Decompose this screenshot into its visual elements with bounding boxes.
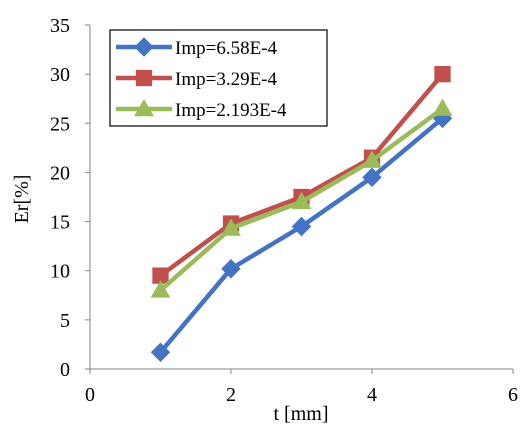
y-tick-label: 30 [50, 64, 70, 86]
series-group [150, 65, 453, 362]
data-point [221, 259, 241, 279]
legend-marker [135, 69, 153, 87]
legend-label: Imp=6.58E-4 [175, 38, 278, 59]
x-axis-title: t [mm] [274, 403, 329, 424]
data-point [150, 280, 171, 298]
data-point [291, 216, 312, 237]
data-point [434, 65, 451, 83]
legend-label: Imp=3.29E-4 [175, 69, 278, 90]
x-tick-label: 2 [226, 384, 236, 406]
legend-marker [134, 98, 154, 117]
legend-label: Imp=2.193E-4 [175, 100, 287, 121]
x-tick-label: 4 [367, 384, 377, 406]
legend: Imp=6.58E-4 Imp=3.29E-4 Imp=2.193E-4 [109, 29, 328, 127]
y-tick-label: 0 [60, 359, 70, 381]
legend-entry: Imp=3.29E-4 [116, 69, 278, 90]
legend-marker [134, 37, 154, 57]
data-point [362, 167, 382, 188]
data-point [291, 191, 312, 210]
legend-entry: Imp=2.193E-4 [116, 98, 287, 121]
y-tick-label: 20 [50, 162, 70, 184]
tick-labels: 0 5 10 15 20 25 30 35 0 2 4 6 [50, 15, 518, 406]
data-point [362, 150, 382, 168]
x-tick-label: 0 [85, 384, 95, 406]
y-tick-label: 10 [50, 261, 70, 283]
y-tick-label: 5 [60, 310, 70, 332]
series-3 [150, 98, 453, 298]
y-tick-label: 25 [50, 113, 70, 135]
data-point [432, 98, 453, 116]
data-point [221, 218, 241, 236]
y-tick-label: 35 [50, 15, 70, 37]
data-point [150, 342, 171, 362]
y-axis-title: Er[%] [11, 175, 33, 224]
y-tick-label: 15 [50, 212, 70, 234]
series-1 [150, 108, 453, 362]
legend-entry: Imp=6.58E-4 [116, 37, 278, 59]
axes [85, 24, 514, 374]
x-tick-label: 6 [508, 384, 518, 406]
